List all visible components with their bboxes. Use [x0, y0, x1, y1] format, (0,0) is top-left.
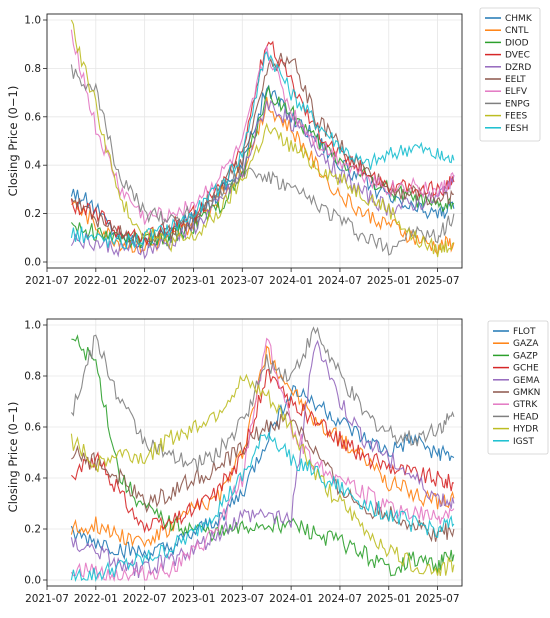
legend-label: GAZA: [513, 339, 539, 349]
y-tick-label: 0.0: [24, 575, 41, 587]
y-tick-label: 0.2: [24, 524, 41, 536]
legend-label: ENPG: [505, 99, 530, 109]
x-tick-label: 2025-01: [367, 593, 411, 605]
x-tick-label: 2022-07: [123, 275, 167, 287]
y-tick-label: 0.0: [24, 257, 41, 269]
x-tick-label: 2025-01: [367, 275, 411, 287]
series-group: [70, 326, 455, 583]
legend-label: GEMA: [513, 376, 540, 386]
legend-label: DIOD: [505, 38, 529, 48]
x-tick-label: 2025-07: [416, 275, 460, 287]
y-axis-label: Closing Price (0−1): [6, 86, 20, 197]
y-tick-label: 0.4: [24, 160, 41, 172]
x-tick-label: 2022-01: [74, 593, 118, 605]
legend-label: FESH: [505, 124, 528, 134]
x-tick-label: 2022-07: [123, 593, 167, 605]
y-tick-label: 0.8: [24, 371, 41, 383]
x-tick-label: 2023-01: [172, 275, 216, 287]
series-group: [70, 19, 455, 260]
legend-label: IGST: [513, 437, 534, 447]
series-line-gmkn: [71, 410, 455, 543]
legend-label: GTRK: [513, 400, 538, 410]
x-tick-label: 2021-07: [25, 593, 69, 605]
series-line-gtrk: [70, 337, 455, 583]
x-tick-label: 2022-01: [74, 275, 118, 287]
legend-label: FLOT: [513, 327, 536, 337]
legend-label: EELT: [505, 75, 526, 85]
chart-top: Closing Price (0−1) 2021-07 2022-01 2022-0…: [6, 7, 541, 287]
series-line-fees: [70, 19, 455, 258]
series-line-elfv: [70, 29, 455, 225]
legend-box: [487, 320, 549, 455]
x-tick-label: 2023-07: [220, 593, 264, 605]
series-line-flot: [70, 384, 455, 563]
x-tick-label: 2021-07: [25, 275, 69, 287]
x-tick-label: 2024-01: [269, 275, 313, 287]
y-tick-label: 0.2: [24, 208, 41, 220]
legend-label: CNTL: [505, 26, 529, 36]
series-line-igst: [70, 431, 455, 582]
y-tick-label: 0.4: [24, 473, 41, 485]
legend-label: GCHE: [513, 364, 539, 374]
legend-label: CHMK: [505, 14, 533, 24]
plot-frame: [46, 13, 463, 269]
series-line-gche: [71, 368, 455, 534]
legend: FLOT GAZA GAZP GCHE GEMA GMKN GTRK HEAD HYDR IGST: [487, 320, 549, 455]
legend-label: FEES: [505, 112, 528, 122]
chart-bottom: Closing Price (0−1) 2021-07 2022-01 2022-0…: [6, 318, 549, 605]
y-tick-label: 0.6: [24, 111, 41, 123]
legend-box: [479, 7, 541, 142]
legend-label: GAZP: [513, 351, 538, 361]
series-line-enpg: [70, 64, 455, 256]
x-tick-label: 2023-07: [220, 275, 264, 287]
x-tick-label: 2023-01: [172, 593, 216, 605]
legend-label: HEAD: [513, 412, 539, 422]
legend-label: DZRD: [505, 63, 531, 73]
x-tick-label: 2025-07: [416, 593, 460, 605]
series-line-hydr: [70, 373, 455, 576]
series-line-head: [70, 326, 455, 472]
y-axis-label: Closing Price (0−1): [6, 402, 20, 513]
legend-label: ELFV: [505, 87, 528, 97]
legend-label: HYDR: [513, 425, 538, 435]
x-tick-label: 2024-01: [269, 593, 313, 605]
x-tick-label: 2024-07: [318, 275, 362, 287]
legend-label: GMKN: [513, 388, 540, 398]
series-line-gaza: [70, 345, 455, 548]
y-tick-label: 0.8: [24, 63, 41, 75]
plot-frame: [46, 318, 463, 587]
y-tick-label: 0.6: [24, 422, 41, 434]
legend: CHMK CNTL DIOD DVEC DZRD EELT ELFV ENPG FEES FESH: [479, 7, 541, 142]
y-tick-label: 1.0: [24, 15, 41, 27]
series-line-gema: [70, 339, 455, 579]
legend-label: DVEC: [505, 51, 530, 61]
series-line-gazp: [71, 334, 455, 577]
series-line-fesh: [70, 50, 455, 250]
y-tick-label: 1.0: [24, 320, 41, 332]
series-line-dzrd: [70, 99, 455, 260]
series-line-eelt: [70, 52, 454, 246]
x-tick-label: 2024-07: [318, 593, 362, 605]
series-line-chmk: [70, 84, 455, 249]
